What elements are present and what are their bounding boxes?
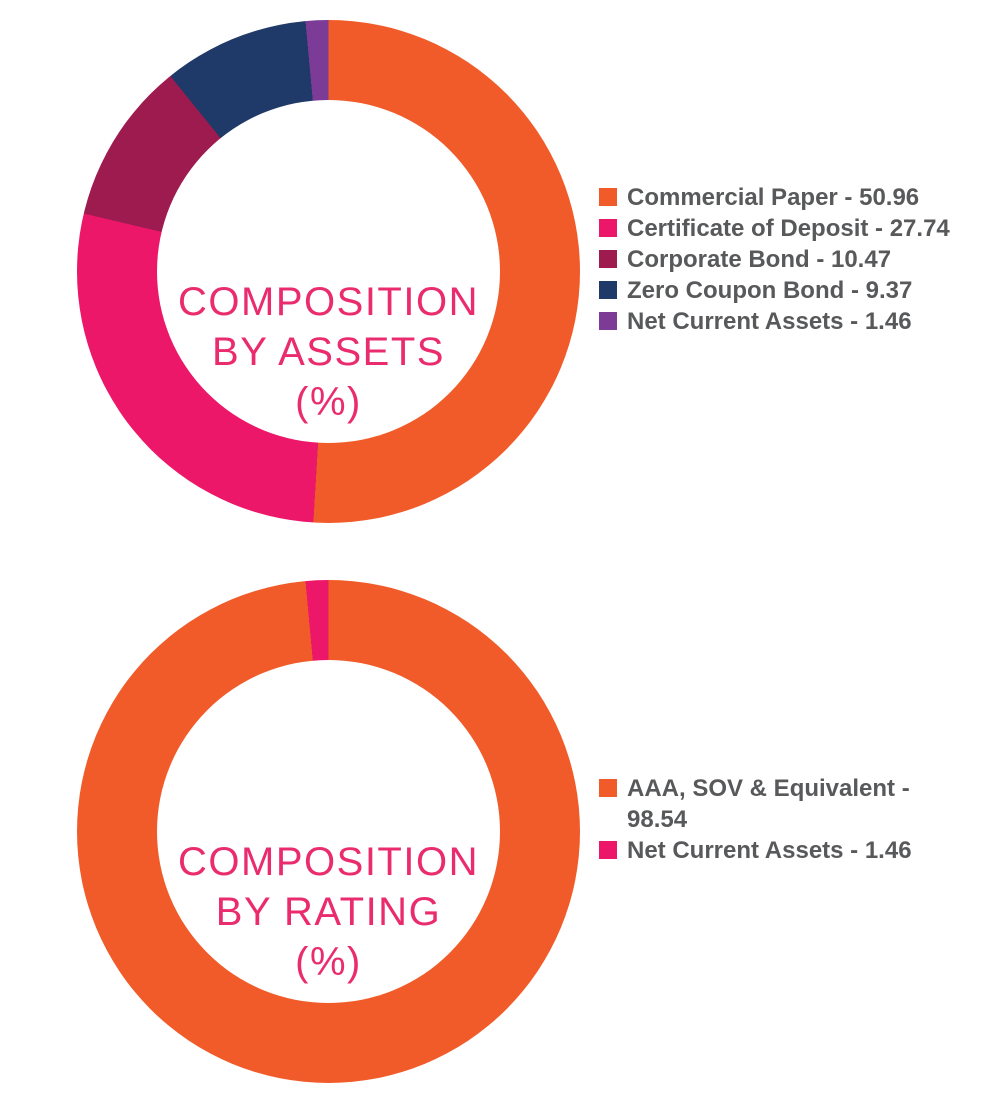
legend-item: Net Current Assets - 1.46 bbox=[599, 306, 1001, 337]
assets-chart-title: COMPOSITION BY ASSETS (%) bbox=[178, 277, 479, 427]
rating-chart-title: COMPOSITION BY RATING (%) bbox=[178, 837, 479, 987]
legend-item: Zero Coupon Bond - 9.37 bbox=[599, 275, 1001, 306]
donut-hole bbox=[157, 660, 500, 1003]
legend-swatch bbox=[599, 188, 617, 206]
legend-swatch bbox=[599, 312, 617, 330]
legend-item: Corporate Bond - 10.47 bbox=[599, 244, 1001, 275]
legend-swatch bbox=[599, 841, 617, 859]
legend-label: Net Current Assets - 1.46 bbox=[627, 837, 912, 864]
chart-title-line: (%) bbox=[295, 939, 362, 984]
donut-hole bbox=[157, 100, 500, 443]
legend-label: Certificate of Deposit - 27.74 bbox=[627, 215, 950, 242]
legend-item: Net Current Assets - 1.46 bbox=[599, 835, 1001, 866]
legend-label: Corporate Bond - 10.47 bbox=[627, 246, 892, 273]
legend-item: Commercial Paper - 50.96 bbox=[599, 182, 1001, 213]
chart-title-line: COMPOSITION bbox=[178, 839, 479, 884]
legend-item: Certificate of Deposit - 27.74 bbox=[599, 213, 1001, 244]
legend-swatch bbox=[599, 219, 617, 237]
chart-title-line: (%) bbox=[295, 379, 362, 424]
legend-swatch bbox=[599, 250, 617, 268]
legend-label: Net Current Assets - 1.46 bbox=[627, 308, 912, 335]
legend-swatch bbox=[599, 281, 617, 299]
assets-donut-chart: COMPOSITION BY ASSETS (%) bbox=[77, 20, 580, 523]
assets-legend: Commercial Paper - 50.96 Certificate of … bbox=[599, 182, 1001, 337]
rating-legend: AAA, SOV & Equivalent - 98.54 Net Curren… bbox=[599, 773, 1001, 866]
legend-item: AAA, SOV & Equivalent - 98.54 bbox=[599, 773, 1001, 835]
legend-label: AAA, SOV & Equivalent - 98.54 bbox=[627, 775, 910, 833]
legend-label: Zero Coupon Bond - 9.37 bbox=[627, 277, 913, 304]
chart-title-line: BY RATING bbox=[215, 889, 442, 934]
legend-swatch bbox=[599, 779, 617, 797]
rating-donut-chart: COMPOSITION BY RATING (%) bbox=[77, 580, 580, 1083]
legend-label: Commercial Paper - 50.96 bbox=[627, 184, 920, 211]
chart-title-line: COMPOSITION bbox=[178, 279, 479, 324]
chart-title-line: BY ASSETS bbox=[212, 329, 445, 374]
